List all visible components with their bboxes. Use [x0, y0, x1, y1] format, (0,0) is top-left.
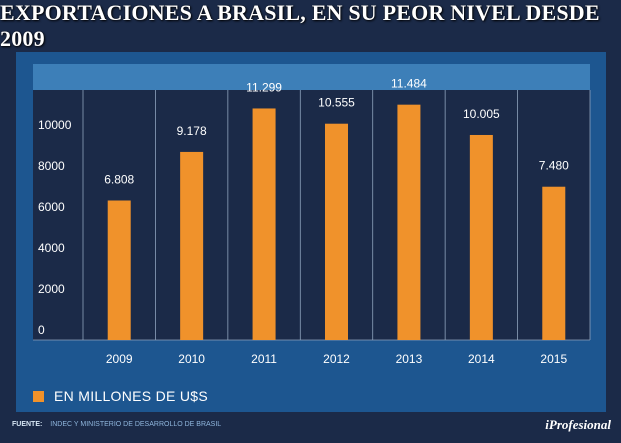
x-tick-label: 2014 [468, 352, 495, 366]
source-note: FUENTE: INDEC Y MINISTERIO DE DESARROLLO… [12, 421, 221, 428]
y-tick-label: 8000 [38, 159, 65, 173]
legend: EN MILLONES DE U$S [33, 384, 208, 408]
legend-label: EN MILLONES DE U$S [54, 388, 208, 404]
bar [325, 123, 348, 340]
source-label: FUENTE: [12, 421, 43, 428]
bar [542, 186, 566, 340]
chart-title: EXPORTACIONES A BRASIL, EN SU PEOR NIVEL… [0, 0, 600, 51]
y-tick-label: 2000 [38, 282, 65, 296]
bar [397, 104, 421, 340]
x-tick-label: 2010 [178, 352, 205, 366]
x-tick-label: 2012 [323, 352, 350, 366]
data-label: 11.299 [246, 80, 282, 94]
bar [469, 134, 493, 340]
y-tick-label: 4000 [38, 241, 65, 255]
x-tick-label: 2013 [396, 352, 423, 366]
y-tick-label: 6000 [38, 200, 65, 214]
data-label: 9.178 [177, 124, 207, 138]
x-tick-label: 2009 [106, 352, 133, 366]
bar [107, 200, 131, 340]
bar [180, 151, 204, 340]
y-tick-label: 0 [38, 323, 45, 337]
data-label: 6.808 [104, 172, 134, 186]
source-text: INDEC Y MINISTERIO DE DESARROLLO DE BRAS… [50, 421, 222, 428]
title-bar: EXPORTACIONES A BRASIL, EN SU PEOR NIVEL… [0, 0, 621, 52]
legend-swatch [33, 390, 44, 402]
y-tick-label: 10000 [38, 118, 72, 132]
x-tick-label: 2015 [540, 352, 567, 366]
data-label: 10.005 [463, 107, 500, 121]
chart-header-strip [33, 64, 590, 90]
data-label: 7.480 [539, 159, 569, 173]
x-tick-label: 2011 [251, 352, 277, 366]
data-label: 10.555 [318, 96, 355, 110]
footer [0, 412, 621, 443]
brand-logo: iProfesional [545, 417, 611, 432]
data-label: 11.484 [391, 77, 427, 91]
bar [252, 108, 276, 341]
